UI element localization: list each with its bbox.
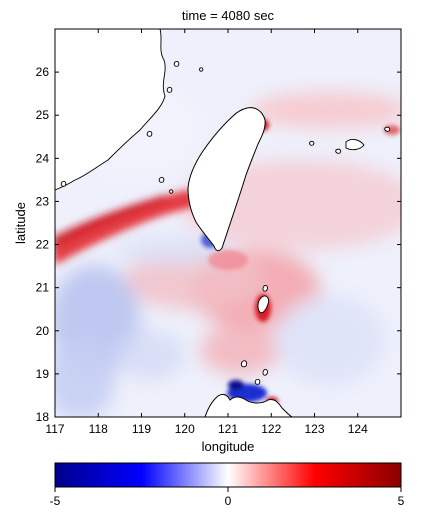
x-tick-label: 122 xyxy=(261,422,281,436)
island-batanes xyxy=(257,295,269,314)
colorbar-gradient xyxy=(54,462,402,488)
x-tick-label: 121 xyxy=(218,422,238,436)
x-tick-label: 119 xyxy=(132,422,151,436)
y-tick-label: 26 xyxy=(36,65,50,79)
y-tick-label: 23 xyxy=(36,194,50,208)
x-tick-label: 120 xyxy=(175,422,195,436)
islands xyxy=(60,60,391,385)
y-tick-label: 19 xyxy=(36,367,50,381)
y-tick-label: 18 xyxy=(36,410,50,424)
y-tick-label: 22 xyxy=(36,238,50,252)
mainland-land xyxy=(55,29,166,190)
colorbar: -5 0 5 xyxy=(50,462,405,508)
colorbar-mid-label: 0 xyxy=(225,494,232,508)
chart-title: time = 4080 sec xyxy=(182,8,275,23)
y-tick-label: 20 xyxy=(36,324,50,338)
x-tick-label: 124 xyxy=(348,422,368,436)
x-axis-label: longitude xyxy=(202,439,255,454)
x-tick-label: 117 xyxy=(45,422,64,436)
colorbar-min-label: -5 xyxy=(50,494,61,508)
y-tick-label: 24 xyxy=(36,151,50,165)
map-field xyxy=(55,29,401,417)
island-ryukyu xyxy=(345,138,365,151)
luzon-island xyxy=(204,393,293,417)
taiwan-island xyxy=(187,107,266,252)
x-tick-label: 118 xyxy=(89,422,108,436)
y-axis-label: latitude xyxy=(13,202,28,244)
mainland-coastline xyxy=(55,29,166,191)
red-band xyxy=(55,190,196,265)
y-tick-label: 21 xyxy=(36,281,50,295)
y-axis: 18 19 20 21 22 23 24 25 26 xyxy=(36,65,401,424)
y-tick-label: 25 xyxy=(36,108,50,122)
colorbar-max-label: 5 xyxy=(398,494,405,508)
x-tick-label: 123 xyxy=(304,422,324,436)
x-axis: 117 118 119 120 121 122 123 124 xyxy=(45,29,368,436)
